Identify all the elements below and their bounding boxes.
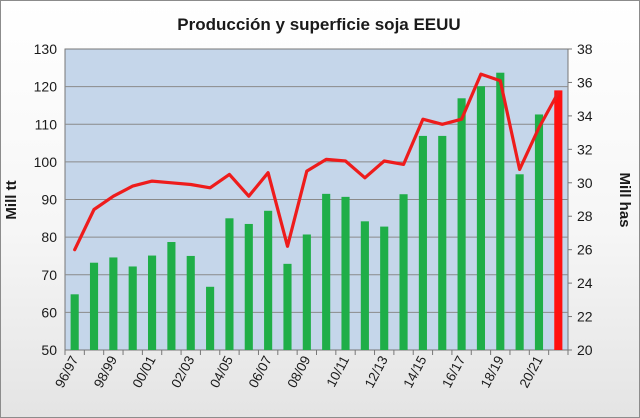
bar bbox=[70, 294, 79, 350]
bar bbox=[534, 114, 544, 350]
y2-tick-label: 30 bbox=[577, 175, 593, 191]
x-tick-label: 12/13 bbox=[362, 353, 391, 390]
y2-tick-label: 34 bbox=[577, 108, 593, 124]
y-tick-label: 100 bbox=[34, 154, 58, 170]
y2-tick-label: 20 bbox=[577, 342, 593, 358]
x-tick-label: 00/01 bbox=[130, 353, 159, 390]
y2-tick-label: 36 bbox=[577, 74, 593, 90]
bar bbox=[380, 226, 389, 350]
bar bbox=[244, 223, 253, 350]
bar bbox=[109, 257, 118, 350]
bar bbox=[167, 242, 176, 350]
bar bbox=[283, 263, 292, 350]
x-tick-label: 96/97 bbox=[52, 353, 81, 390]
x-tick-label: 04/05 bbox=[207, 353, 236, 390]
y2-tick-label: 22 bbox=[577, 309, 593, 325]
bar bbox=[225, 218, 234, 350]
x-tick-label: 18/19 bbox=[478, 353, 507, 390]
bar bbox=[147, 255, 157, 350]
bar bbox=[89, 262, 99, 350]
bar bbox=[302, 234, 311, 350]
y-tick-label: 80 bbox=[41, 229, 57, 245]
y-tick-label: 90 bbox=[41, 192, 57, 208]
bar bbox=[206, 286, 215, 350]
y-tick-label: 50 bbox=[41, 342, 57, 358]
chart-title: Producción y superficie soja EEUU bbox=[177, 15, 460, 34]
bar bbox=[360, 221, 369, 350]
plot-area bbox=[64, 48, 569, 351]
bar bbox=[457, 98, 466, 350]
x-tick-label: 10/11 bbox=[324, 353, 353, 389]
y-tick-label: 110 bbox=[35, 116, 58, 132]
x-tick-label: 02/03 bbox=[168, 353, 197, 390]
y-axis-title: Mill tt bbox=[3, 180, 20, 219]
y2-axis-title: Mill has bbox=[616, 172, 633, 227]
bar bbox=[476, 86, 486, 350]
highlighted-bar bbox=[554, 90, 563, 350]
bar bbox=[341, 196, 350, 350]
x-tick-label: 20/21 bbox=[517, 353, 546, 390]
bar bbox=[322, 193, 331, 350]
y-tick-label: 60 bbox=[41, 304, 57, 320]
bar bbox=[264, 210, 273, 350]
y2-tick-label: 28 bbox=[577, 208, 593, 224]
y-tick-label: 120 bbox=[34, 79, 58, 95]
x-tick-label: 08/09 bbox=[284, 353, 313, 390]
x-tick-label: 06/07 bbox=[246, 353, 275, 390]
y2-tick-label: 26 bbox=[577, 242, 593, 258]
y-tick-label: 70 bbox=[41, 267, 57, 283]
y-axis-right: 20 22 24 26 28 30 32 34 36 38 bbox=[568, 41, 593, 358]
bar bbox=[128, 266, 137, 350]
y2-tick-label: 32 bbox=[577, 141, 593, 157]
x-tick-label: 98/99 bbox=[91, 353, 120, 390]
x-tick-label: 16/17 bbox=[439, 353, 468, 390]
y2-tick-label: 24 bbox=[577, 275, 593, 291]
bar bbox=[418, 135, 427, 350]
bar bbox=[496, 72, 505, 351]
y2-tick-label: 38 bbox=[577, 41, 593, 57]
bar bbox=[399, 194, 408, 350]
x-axis: 96/97 98/99 00/01 02/03 04/05 06/07 08/09 10/11… bbox=[52, 350, 569, 390]
x-tick-label: 14/15 bbox=[400, 353, 429, 390]
y-tick-label: 130 bbox=[34, 41, 58, 57]
area-line bbox=[73, 72, 560, 252]
bar bbox=[515, 174, 524, 350]
bar bbox=[438, 135, 447, 350]
bar bbox=[186, 255, 195, 350]
y-axis-left: 50 60 70 80 90 100 110 120 130 bbox=[34, 41, 58, 358]
